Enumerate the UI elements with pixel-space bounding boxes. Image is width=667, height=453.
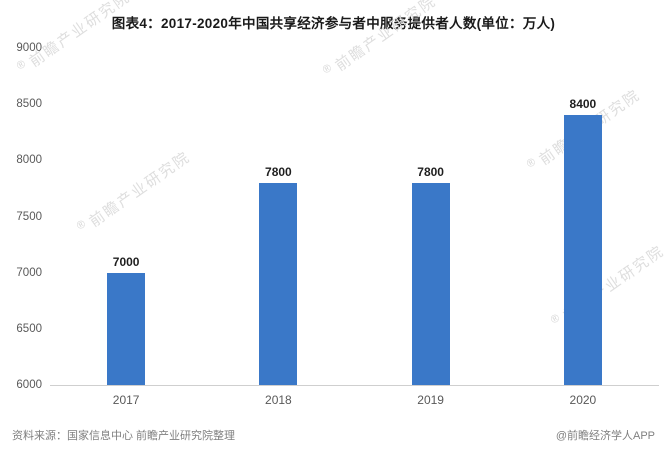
- y-tick-label: 7000: [16, 266, 42, 279]
- chart: 6000 6500 7000 7500 8000 8500 9000 7000 7800 780…: [10, 42, 659, 407]
- bar-value-label: 7000: [112, 254, 140, 269]
- y-tick-label: 6000: [16, 379, 42, 391]
- bar: [259, 182, 298, 385]
- bar-value-label: 8400: [569, 97, 597, 112]
- y-tick-label: 6500: [16, 322, 42, 335]
- chart-title: 图表4：2017-2020年中国共享经济参与者中服务提供者人数(单位：万人): [111, 16, 556, 31]
- bar-column: 7800: [355, 48, 507, 385]
- bar: [107, 272, 146, 385]
- y-tick-label: 8500: [16, 98, 42, 111]
- bar: [411, 182, 450, 385]
- x-axis: 2017 2018 2019 2020: [50, 386, 659, 407]
- bar: [563, 115, 602, 385]
- x-tick-label: 2018: [265, 393, 292, 407]
- y-tick-label: 7500: [16, 210, 42, 223]
- bar-column: 7800: [202, 48, 354, 385]
- x-tick-label: 2019: [417, 393, 444, 407]
- y-axis: 6000 6500 7000 7500 8000 8500 9000: [10, 42, 46, 391]
- x-tick-label: 2017: [112, 393, 140, 407]
- bar-column: 7000: [50, 48, 202, 385]
- bar-column: 8400: [507, 48, 659, 385]
- y-tick-label: 8000: [16, 154, 42, 167]
- plot-area: 6000 6500 7000 7500 8000 8500 9000 7000 7800 780…: [16, 42, 659, 391]
- bar-value-label: 7800: [265, 164, 292, 179]
- x-tick-label: 2020: [569, 393, 597, 407]
- source-note: 资料来源：国家信息中心 前瞻产业研究院整理: [12, 430, 236, 442]
- y-tick-label: 9000: [16, 42, 42, 54]
- bar-value-label: 7800: [417, 164, 444, 179]
- credit-note: @前瞻经济学人APP: [555, 430, 655, 442]
- bars: 7000 7800 7800 8400: [50, 48, 659, 385]
